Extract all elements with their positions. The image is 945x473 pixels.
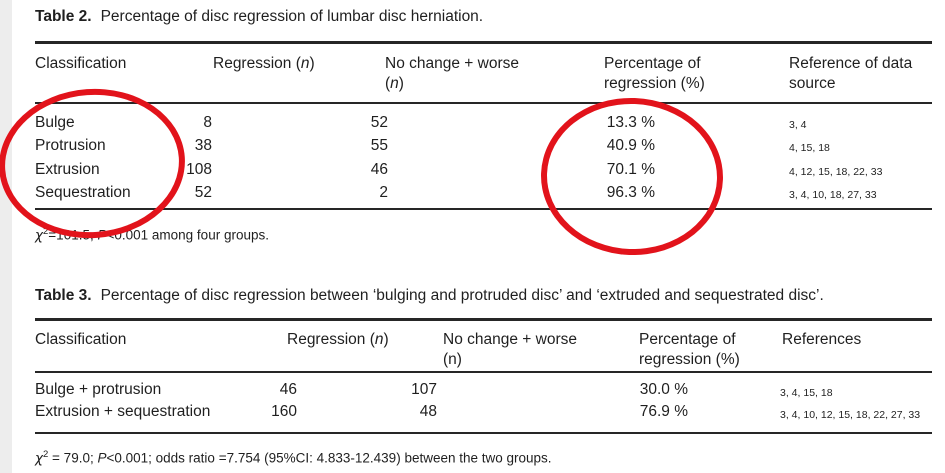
table3-header-nochange-line2: (n) bbox=[443, 351, 462, 368]
table3-r2-classification: Extrusion + sequestration bbox=[35, 403, 211, 420]
page-edge-strip bbox=[0, 0, 12, 473]
table3-header-nochange-line1: No change + worse bbox=[443, 331, 577, 348]
table2-r4-regression: 52 bbox=[194, 184, 212, 201]
table3-footnote: χ2 = 79.0; P<0.001; odds ratio =7.754 (9… bbox=[35, 449, 552, 467]
table3-r1-classification: Bulge + protrusion bbox=[35, 381, 162, 398]
table2-r3-regression: 108 bbox=[186, 161, 212, 178]
table2-r4-nochange: 2 bbox=[379, 184, 388, 201]
table2-title-text: Percentage of disc regression of lumbar … bbox=[100, 8, 484, 25]
table2-header-percentage-line1: Percentage of bbox=[604, 55, 701, 72]
table2-header-percentage-line2: regression (%) bbox=[604, 75, 705, 92]
table2-r3-references: 4, 12, 15, 18, 22, 33 bbox=[789, 166, 883, 178]
table3-header-percentage-line1: Percentage of bbox=[639, 331, 736, 348]
table2-title-label: Table 2. bbox=[35, 8, 92, 25]
table3-r1-nochange: 107 bbox=[411, 381, 437, 398]
table2-r4-references: 3, 4, 10, 18, 27, 33 bbox=[789, 189, 877, 201]
table-row: Protrusion 38 55 40.9 % 4, 15, 18 bbox=[0, 134, 945, 157]
red-circle-annotation-classification bbox=[0, 82, 190, 245]
table-row: Extrusion 108 46 70.1 % 4, 12, 15, 18, 2… bbox=[0, 158, 945, 181]
table3-bottom-rule bbox=[35, 432, 932, 434]
table2-bottom-rule bbox=[35, 208, 932, 210]
table2-header-reference-line1: Reference of data bbox=[789, 55, 913, 72]
table2-r3-classification: Extrusion bbox=[35, 161, 100, 178]
table2-title: Table 2. Percentage of disc regression of… bbox=[35, 8, 483, 26]
table3-r1-references: 3, 4, 15, 18 bbox=[780, 387, 833, 399]
table-row: Sequestration 52 2 96.3 % 3, 4, 10, 18, … bbox=[0, 181, 945, 204]
table3-r1-regression: 46 bbox=[279, 381, 297, 398]
table3-header-rule bbox=[35, 371, 932, 373]
table2-top-rule bbox=[35, 41, 932, 44]
table3-r2-percentage: 76.9 % bbox=[639, 403, 688, 420]
table2-r2-regression: 38 bbox=[194, 137, 212, 154]
table2-r1-classification: Bulge bbox=[35, 114, 75, 131]
table2-r3-nochange: 46 bbox=[370, 161, 388, 178]
table3-header-classification: Classification bbox=[35, 331, 127, 348]
table2-r1-references: 3, 4 bbox=[789, 119, 807, 131]
table2-footnote: χ2=101.5, P<0.001 among four groups. bbox=[35, 226, 269, 244]
table2-header-nochange-line2: (n) bbox=[385, 75, 404, 92]
table-row: Extrusion + sequestration 160 48 76.9 % … bbox=[0, 401, 945, 423]
table-row: Bulge 8 52 13.3 % 3, 4 bbox=[0, 111, 945, 134]
table3-title: Table 3. Percentage of disc regression be… bbox=[35, 287, 824, 305]
table2-header-nochange-line1: No change + worse bbox=[385, 55, 519, 72]
table3-header-references: References bbox=[782, 331, 862, 348]
table3-r1-percentage: 30.0 % bbox=[639, 381, 688, 398]
table3-r2-regression: 160 bbox=[271, 403, 297, 420]
table2-r2-classification: Protrusion bbox=[35, 137, 106, 154]
table2-r1-nochange: 52 bbox=[370, 114, 388, 131]
table2-r1-regression: 8 bbox=[203, 114, 212, 131]
table3-r2-nochange: 48 bbox=[419, 403, 437, 420]
table3-top-rule bbox=[35, 318, 932, 321]
table2-r2-percentage: 40.9 % bbox=[606, 137, 655, 154]
table3-title-text: Percentage of disc regression between ‘b… bbox=[100, 287, 824, 304]
table2-r4-percentage: 96.3 % bbox=[606, 184, 655, 201]
table2-r1-percentage: 13.3 % bbox=[606, 114, 655, 131]
table2-header-rule bbox=[35, 102, 932, 104]
table2-header-regression: Regression (n) bbox=[213, 55, 315, 72]
table2-r3-percentage: 70.1 % bbox=[606, 161, 655, 178]
table3-r2-references: 3, 4, 10, 12, 15, 18, 22, 27, 33 bbox=[780, 409, 921, 421]
table3-header-regression: Regression (n) bbox=[287, 331, 389, 348]
table2-header-reference-line2: source bbox=[789, 75, 836, 92]
table2-r2-references: 4, 15, 18 bbox=[789, 142, 830, 154]
table-row: Bulge + protrusion 46 107 30.0 % 3, 4, 1… bbox=[0, 379, 945, 401]
table3-header-percentage-line2: regression (%) bbox=[639, 351, 740, 368]
table2-header-classification: Classification bbox=[35, 55, 127, 72]
table2-r2-nochange: 55 bbox=[370, 137, 388, 154]
table3-title-label: Table 3. bbox=[35, 287, 92, 304]
table2-r4-classification: Sequestration bbox=[35, 184, 131, 201]
